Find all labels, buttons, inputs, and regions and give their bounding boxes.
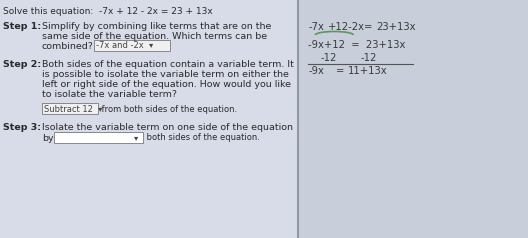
FancyBboxPatch shape [93,40,169,50]
Text: Step 2:: Step 2: [3,60,41,69]
Text: 11+13x: 11+13x [348,66,388,76]
Text: Simplify by combining like terms that are on the: Simplify by combining like terms that ar… [42,22,271,31]
Text: +12-2x: +12-2x [328,22,365,32]
FancyBboxPatch shape [53,132,143,143]
Text: -7x and -2x  ▾: -7x and -2x ▾ [96,41,153,50]
Text: -7x: -7x [308,22,324,32]
Text: combined?: combined? [42,42,94,51]
Text: 23+13x: 23+13x [376,22,416,32]
Text: =: = [364,22,373,32]
Text: from both sides of the equation.: from both sides of the equation. [99,104,237,114]
Bar [298,0,528,238]
Text: Step 1:: Step 1: [3,22,41,31]
Text: by: by [42,134,54,143]
Text: -9x: -9x [308,66,324,76]
Text: Solve this equation:  -7x + 12 - 2x = 23 + 13x: Solve this equation: -7x + 12 - 2x = 23 … [3,7,213,16]
Text: -9x+12  =  23+13x: -9x+12 = 23+13x [308,40,406,50]
Text: ▾: ▾ [134,134,138,143]
FancyBboxPatch shape [42,103,98,114]
Text: Subtract 12  ▾: Subtract 12 ▾ [44,104,102,114]
Text: same side of the equation. Which terms can be: same side of the equation. Which terms c… [42,32,267,41]
Text: Step 3:: Step 3: [3,123,41,132]
Text: Isolate the variable term on one side of the equation: Isolate the variable term on one side of… [42,123,293,132]
Text: to isolate the variable term?: to isolate the variable term? [42,90,177,99]
Text: left or right side of the equation. How would you like: left or right side of the equation. How … [42,80,291,89]
Text: both sides of the equation.: both sides of the equation. [144,134,260,143]
Text: -12: -12 [360,53,376,63]
Text: =: = [336,66,345,76]
Text: -12: -12 [320,53,337,63]
Text: Both sides of the equation contain a variable term. It: Both sides of the equation contain a var… [42,60,294,69]
Text: is possible to isolate the variable term on either the: is possible to isolate the variable term… [42,70,289,79]
